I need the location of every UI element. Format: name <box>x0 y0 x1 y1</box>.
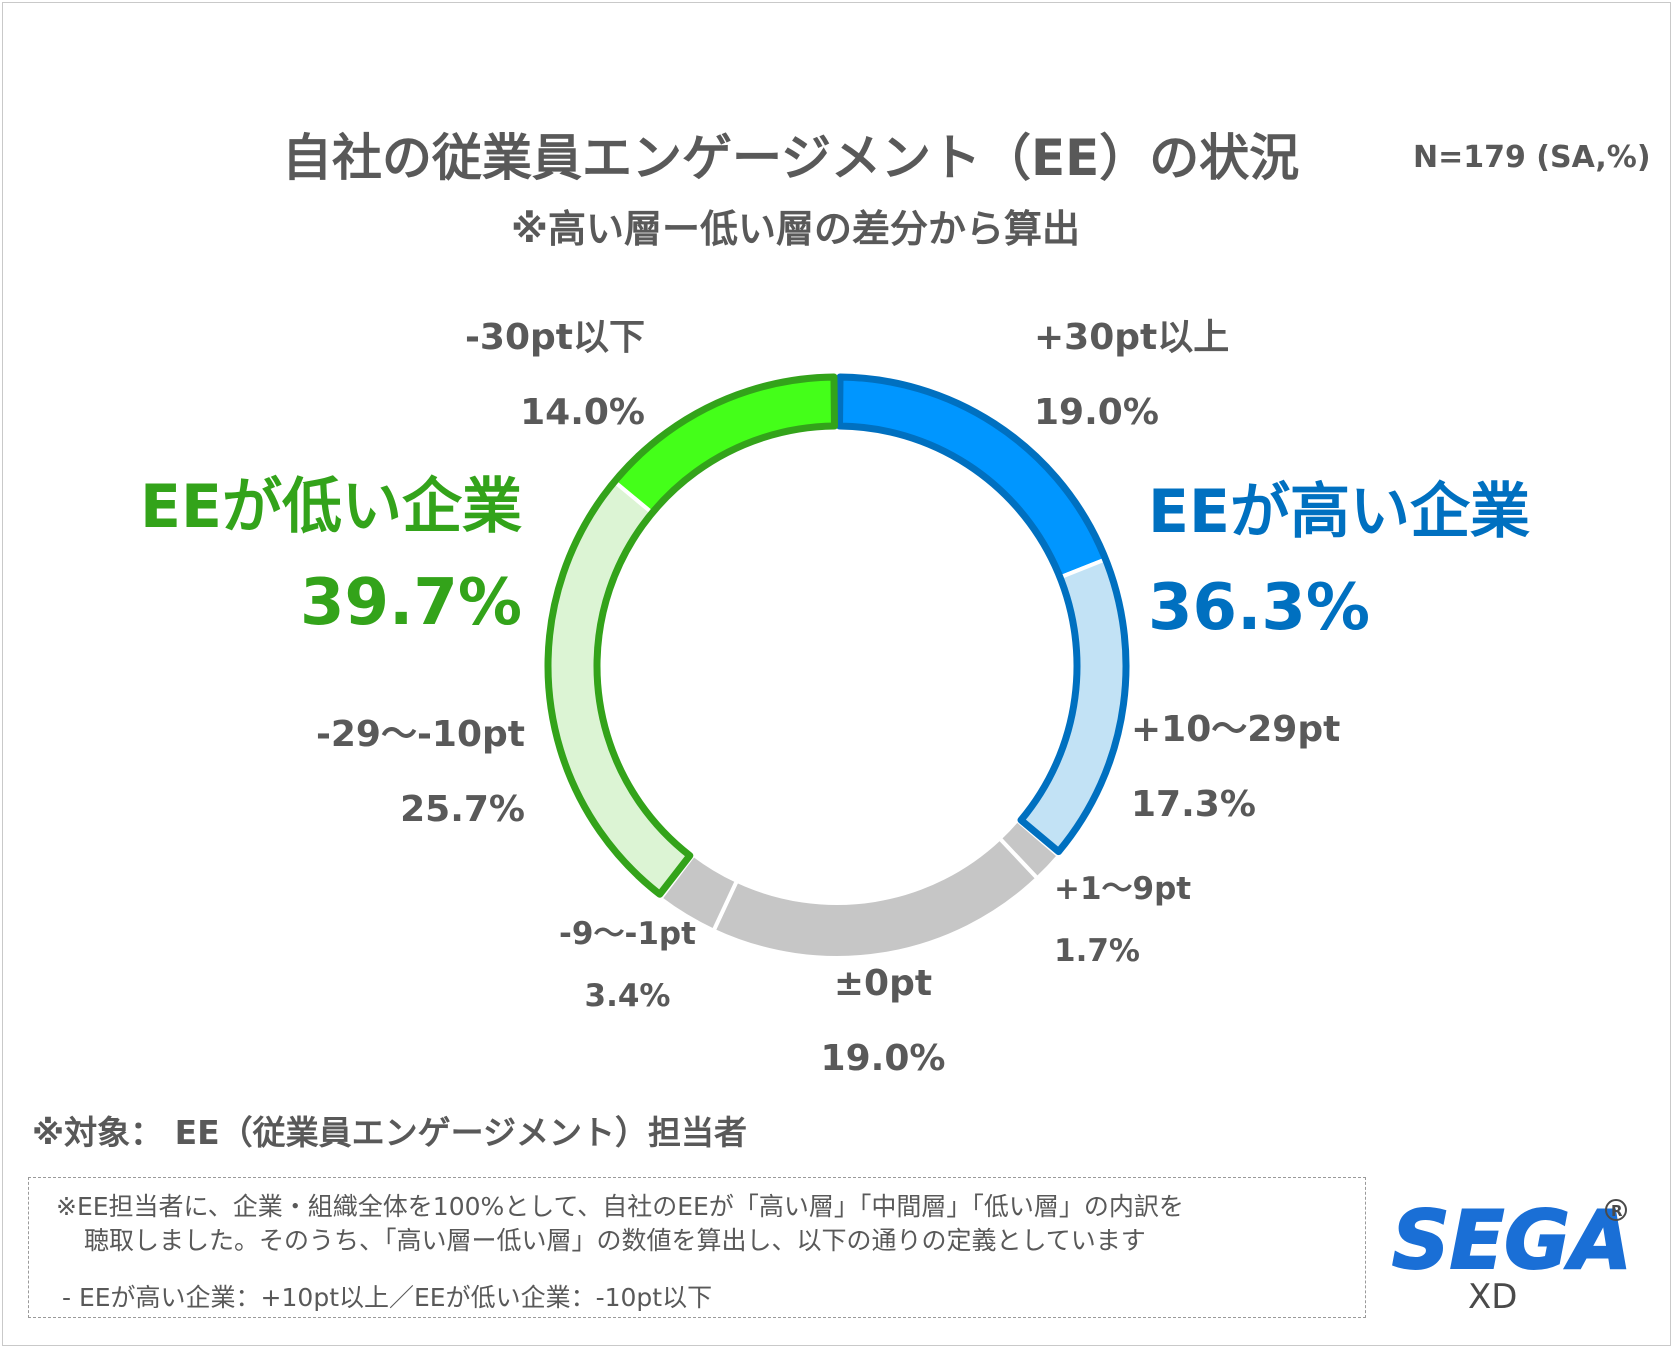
seg-name: -29〜-10pt <box>315 714 525 755</box>
seg-value: 19.0% <box>820 1038 946 1079</box>
seg-label-zero: ±0pt 19.0% <box>798 946 968 1096</box>
seg-label-plus10: +10〜29pt 17.3% <box>1131 692 1340 842</box>
registered-mark <box>1605 1199 1627 1221</box>
note-line-1: ※EE担当者に、企業・組織全体を100%として、自社のEEが「高い層」「中間層」… <box>56 1192 1184 1221</box>
seg-name: +1〜9pt <box>1054 871 1192 907</box>
seg-label-minus10: -29〜-10pt 25.7% <box>270 697 525 847</box>
donut-slice <box>609 371 839 518</box>
seg-label-plus1: +1〜9pt 1.7% <box>1054 858 1191 982</box>
seg-name: -9〜-1pt <box>559 916 696 952</box>
seg-name: -30pt以下 <box>464 317 645 358</box>
seg-value: 25.7% <box>400 789 525 830</box>
note-line-3: - EEが高い企業：+10pt以上／EEが低い企業：-10pt以下 <box>62 1283 713 1312</box>
registered-mark-glyph: R <box>1611 1202 1623 1220</box>
group-label-high: EEが高い企業 36.3% <box>1148 464 1530 656</box>
chart-subtitle: ※高い層ー低い層の差分から算出 <box>511 207 1080 251</box>
note-line-2: 聴取しました。そのうち、「高い層ー低い層」の数値を算出し、以下の通りの定義として… <box>84 1226 1146 1255</box>
seg-label-minus30: -30pt以下 14.0% <box>395 300 645 450</box>
logo-subtext: XD <box>1468 1277 1518 1317</box>
sample-size: N=179 (SA,%) <box>1413 140 1651 175</box>
donut-slice <box>710 835 1041 960</box>
seg-name: ±0pt <box>833 963 933 1004</box>
seg-name: +30pt以上 <box>1034 317 1230 358</box>
seg-value: 3.4% <box>584 978 671 1014</box>
chart-title: 自社の従業員エンゲージメント（EE）の状況 <box>282 129 1300 187</box>
seg-value: 19.0% <box>1034 392 1159 433</box>
note-box <box>28 1177 1366 1318</box>
group-label-low: EEが低い企業 39.7% <box>100 459 522 651</box>
group-high-value: 36.3% <box>1148 571 1371 645</box>
seg-label-minus1: -9〜-1pt 3.4% <box>520 903 735 1027</box>
seg-value: 14.0% <box>520 392 645 433</box>
group-low-name: EEが低い企業 <box>140 472 522 542</box>
sega-logo-text: SEGA <box>1392 1194 1632 1278</box>
group-low-value: 39.7% <box>299 566 522 640</box>
seg-value: 17.3% <box>1131 784 1256 825</box>
seg-name: +10〜29pt <box>1131 709 1341 750</box>
group-outline <box>836 373 1130 856</box>
seg-label-plus30: +30pt以上 19.0% <box>1034 300 1229 450</box>
group-outline <box>544 373 838 898</box>
seg-value: 1.7% <box>1054 933 1140 969</box>
target-note: ※対象： EE（従業員エンゲージメント）担当者 <box>32 1113 747 1152</box>
sega-logo: SEGA R <box>1391 1193 1633 1278</box>
group-high-name: EEが高い企業 <box>1148 477 1530 547</box>
